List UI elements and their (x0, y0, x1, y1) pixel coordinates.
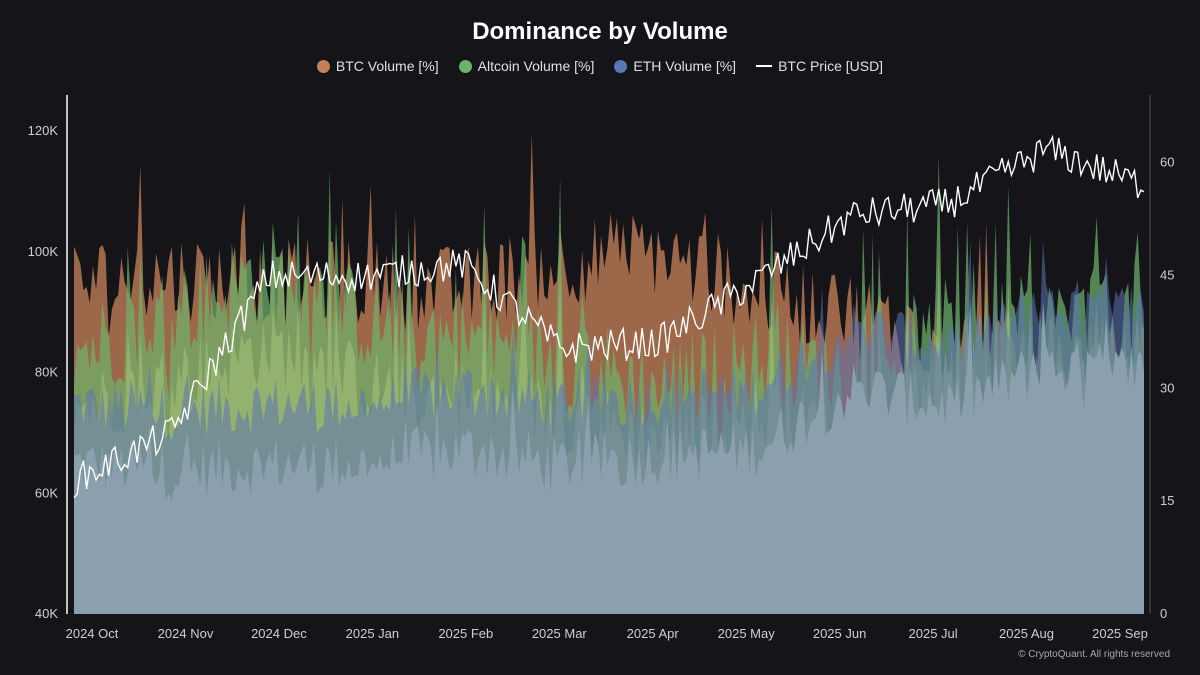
x-axis-ticks: 2024 Oct 2024 Nov 2024 Dec 2025 Jan 2025 Feb… (66, 626, 1148, 641)
x-tick-label: 2025 Jul (909, 626, 958, 641)
legend: BTC Volume [%] Altcoin Volume [%] ETH Vo… (0, 58, 1200, 74)
area-series-group (74, 133, 1144, 614)
x-tick-label: 2024 Nov (158, 626, 214, 641)
legend-item-eth-volume[interactable]: ETH Volume [%] (614, 58, 736, 74)
x-tick-label: 2025 May (718, 626, 776, 641)
eth-volume-swatch-icon (614, 59, 628, 73)
copyright-footer: © CryptoQuant. All rights reserved (1018, 649, 1170, 660)
right-tick-label: 30 (1160, 380, 1174, 395)
axes-group (66, 95, 1151, 614)
left-tick-label: 60K (35, 485, 58, 500)
price-line-group (73, 134, 1145, 499)
x-tick-label: 2024 Oct (66, 626, 119, 641)
x-tick-label: 2025 Feb (438, 626, 493, 641)
legend-item-btc-volume[interactable]: BTC Volume [%] (316, 58, 439, 74)
x-tick-label: 2025 Jun (813, 626, 867, 641)
right-axis-ticks: 0 15 30 45 60 (1160, 155, 1174, 621)
legend-label-btc-price: BTC Price [USD] (778, 58, 884, 74)
right-tick-label: 60 (1160, 155, 1174, 170)
legend-item-altcoin-volume[interactable]: Altcoin Volume [%] (458, 58, 595, 74)
eth-volume-base-area (74, 300, 1144, 614)
btc-price-line (73, 134, 1145, 499)
right-tick-label: 45 (1160, 268, 1174, 283)
chart-title: Dominance by Volume (472, 18, 728, 45)
altcoin-volume-swatch-icon (458, 59, 472, 73)
x-tick-label: 2025 Aug (999, 626, 1054, 641)
right-tick-label: 0 (1160, 606, 1167, 621)
right-tick-label: 15 (1160, 493, 1174, 508)
x-tick-label: 2025 Mar (532, 626, 588, 641)
legend-label-btc-volume: BTC Volume [%] (335, 58, 439, 74)
left-tick-label: 100K (28, 244, 59, 259)
btc-price-line-icon (756, 65, 773, 67)
left-tick-label: 80K (35, 365, 58, 380)
x-tick-label: 2024 Dec (251, 626, 307, 641)
x-tick-label: 2025 Apr (627, 626, 680, 641)
legend-label-eth-volume: ETH Volume [%] (633, 58, 737, 74)
left-axis-ticks: 40K 60K 80K 100K 120K (28, 123, 59, 621)
btc-volume-swatch-icon (316, 59, 330, 73)
legend-item-btc-price[interactable]: BTC Price [USD] (756, 58, 883, 74)
legend-label-altcoin-volume: Altcoin Volume [%] (477, 58, 595, 74)
x-tick-label: 2025 Jan (346, 626, 400, 641)
left-tick-label: 120K (28, 123, 59, 138)
left-tick-label: 40K (35, 606, 58, 621)
x-tick-label: 2025 Sep (1092, 626, 1148, 641)
